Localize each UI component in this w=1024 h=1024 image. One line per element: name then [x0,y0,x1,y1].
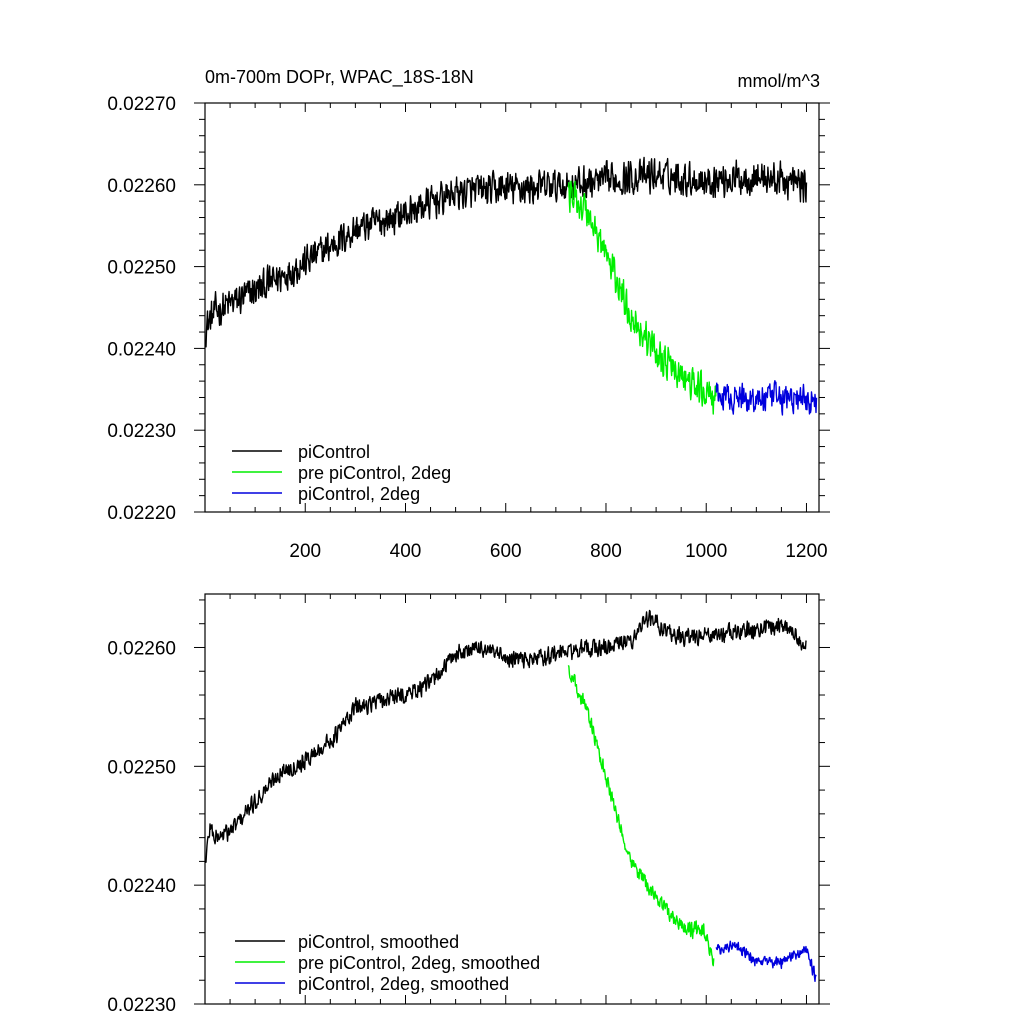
top-legend: piControl pre piControl, 2deg piControl,… [232,442,451,504]
top-ytick-label: 0.02240 [107,339,176,360]
top-series-line-1 [567,180,717,415]
top-ytick-label: 0.02260 [107,176,176,197]
top-series-line-2 [715,380,818,416]
bottom-legend: piControl, smoothed pre piControl, 2deg,… [235,932,540,994]
top-xtick-label: 600 [490,541,522,562]
top-ytick-label: 0.02220 [107,503,176,524]
top-xtick-label: 800 [590,541,622,562]
bottom-series-line-1 [567,665,715,967]
bottom-series-group [204,609,817,982]
top-ticks-group: 200 400 600 800 1000 1200 0.02220 0.02230 0.0224… [107,94,830,562]
top-plot-frame [204,102,820,513]
bottom-legend-label-0: piControl, smoothed [298,932,459,952]
bottom-panel: 0.02230 0.02240 0.02250 0.02260 piControl, … [107,593,830,1016]
top-series-group [204,156,818,416]
top-ytick-label: 0.02250 [107,258,176,279]
bottom-legend-label-2: piControl, 2deg, smoothed [298,974,509,994]
top-panel: 0m-700m DOPr, WPAC_18S-18N mmol/m^3 200 4… [107,67,830,562]
bottom-ytick-label: 0.02260 [107,638,176,659]
top-title: 0m-700m DOPr, WPAC_18S-18N [205,67,474,88]
top-legend-label-0: piControl [298,442,370,462]
bottom-ytick-label: 0.02240 [107,876,176,897]
top-units: mmol/m^3 [738,71,820,91]
bottom-plot-frame [204,593,820,1005]
top-legend-label-1: pre piControl, 2deg [298,463,451,483]
top-xtick-label: 1200 [785,541,827,562]
bottom-series-line-0 [204,609,807,863]
top-ytick-label: 0.02230 [107,421,176,442]
bottom-ticks-group: 0.02230 0.02240 0.02250 0.02260 [107,594,830,1016]
top-series-line-0 [204,156,808,348]
bottom-ytick-label: 0.02230 [107,995,176,1016]
bottom-series-line-2 [715,940,817,982]
top-xtick-label: 1000 [685,541,727,562]
bottom-ytick-label: 0.02250 [107,757,176,778]
top-xtick-label: 200 [289,541,321,562]
top-legend-label-2: piControl, 2deg [298,484,420,504]
bottom-legend-label-1: pre piControl, 2deg, smoothed [298,953,540,973]
top-xtick-label: 400 [390,541,422,562]
top-ytick-label: 0.02270 [107,94,176,115]
